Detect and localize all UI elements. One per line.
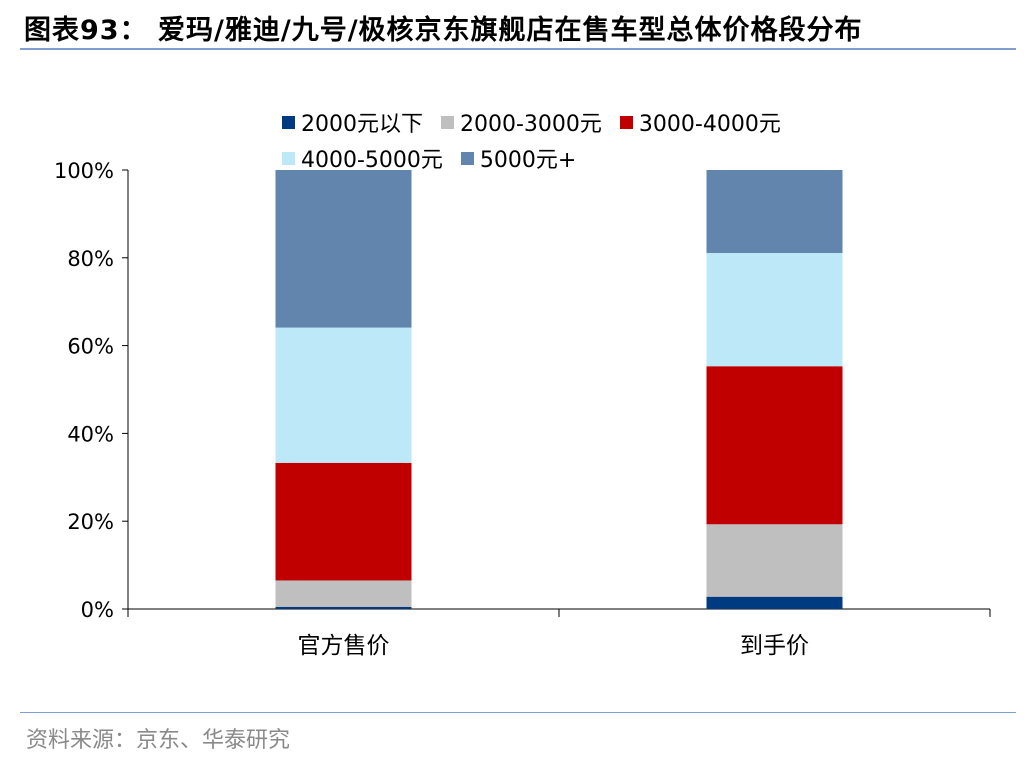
legend-swatch: [460, 151, 474, 165]
title-divider: [20, 48, 1016, 50]
chart-title: 图表93： 爱玛/雅迪/九号/极核京东旗舰店在售车型总体价格段分布: [24, 15, 863, 46]
legend-item-3000-4000: 3000-4000元: [619, 106, 781, 138]
footer-divider: [20, 712, 1016, 713]
legend-swatch: [441, 115, 454, 129]
legend-item-below-2000: 2000元以下: [282, 106, 423, 138]
legend-label: 5000元+: [479, 148, 577, 173]
bar-segment-2-3: [706, 366, 843, 525]
legend-swatch: [282, 115, 295, 129]
y-tick-label: 40%: [67, 422, 114, 446]
x-tick-label: 到手价: [740, 633, 809, 659]
bar-segment-1-2: [275, 580, 412, 607]
legend-row-1: 2000元以下 2000-3000元 3000-4000元: [282, 104, 882, 140]
source-note: 资料来源：京东、华泰研究: [26, 728, 291, 753]
chart-legend: 2000元以下 2000-3000元 3000-4000元 4000-5000元…: [282, 104, 882, 176]
bar-segment-1-1: [275, 606, 412, 609]
bar-segment-1-3: [275, 462, 412, 581]
bar-segment-2-1: [706, 596, 843, 609]
legend-label: 2000元以下: [301, 112, 423, 137]
y-tick-label: 100%: [54, 159, 114, 183]
bar-segment-1-4: [275, 327, 412, 463]
bar-segment-1-5: [275, 170, 412, 328]
legend-row-2: 4000-5000元 5000元+: [282, 140, 882, 176]
legend-item-4000-5000: 4000-5000元: [282, 142, 443, 174]
bar-segment-2-2: [706, 524, 843, 597]
x-tick-label: 官方售价: [298, 633, 390, 659]
bar-segment-2-5: [706, 170, 843, 253]
legend-item-2000-3000: 2000-3000元: [441, 106, 602, 138]
bar-segment-2-4: [706, 252, 843, 367]
y-tick-label: 0%: [81, 598, 114, 622]
legend-item-above-5000: 5000元+: [460, 142, 577, 174]
legend-label: 3000-4000元: [638, 112, 781, 137]
y-tick-label: 80%: [67, 247, 114, 271]
legend-label: 2000-3000元: [460, 112, 602, 137]
legend-swatch: [282, 151, 295, 165]
legend-label: 4000-5000元: [301, 148, 443, 173]
y-tick-label: 20%: [67, 510, 114, 534]
legend-swatch: [619, 115, 633, 129]
y-tick-label: 60%: [67, 335, 114, 359]
